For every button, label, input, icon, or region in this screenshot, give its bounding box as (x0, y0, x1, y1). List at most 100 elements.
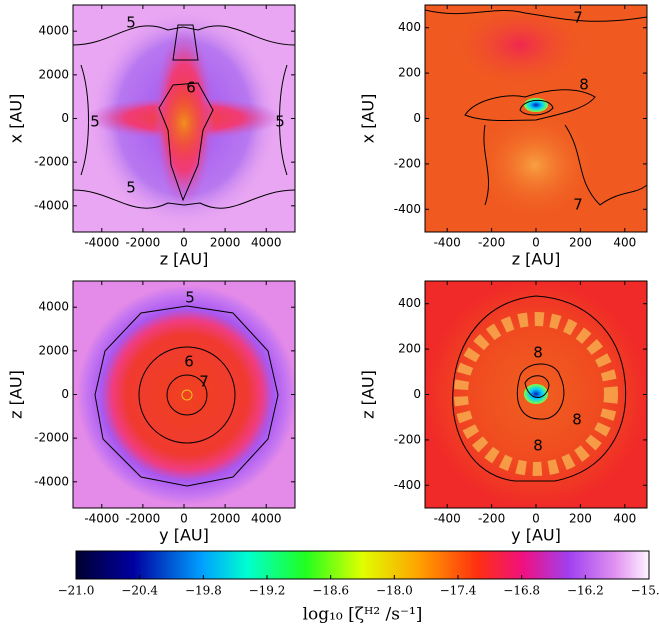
contour-label: 5 (185, 289, 195, 307)
colorbar-tick-label: −18.0 (376, 584, 413, 598)
colorbar-label: log₁₀ [ζᴴ² /s⁻¹] (303, 605, 423, 625)
contour (524, 375, 550, 398)
x-tick-label: 0 (532, 236, 540, 250)
x-axis-label: y [AU] (159, 526, 209, 545)
contour (483, 124, 647, 206)
x-tick-label: 0 (180, 236, 188, 250)
x-axis-label: z [AU] (512, 250, 561, 269)
shade (475, 110, 595, 220)
x-tick-label: -4000 (84, 236, 119, 250)
colorbar-tick-label: −19.2 (249, 584, 286, 598)
contour (73, 189, 295, 209)
contour-label: 6 (184, 353, 194, 371)
x-tick-label: 400 (613, 512, 636, 526)
x-axis-label: z [AU] (160, 250, 209, 269)
y-tick-label: 2000 (38, 343, 69, 357)
x-tick-label: 200 (569, 236, 592, 250)
colorbar-tick-label: −21.0 (58, 584, 95, 598)
y-tick-label: -400 (394, 478, 421, 492)
x-tick-label: 4000 (251, 512, 282, 526)
contour (166, 374, 208, 416)
colorbar-tick-label: −17.4 (440, 584, 477, 598)
contour-label: 5 (275, 113, 285, 131)
contour (158, 82, 214, 202)
contour (279, 64, 288, 176)
colorbar-tick-label: −20.4 (121, 584, 158, 598)
core (181, 389, 193, 401)
x-axis-label: y [AU] (511, 526, 561, 545)
y-tick-label: -4000 (34, 474, 69, 488)
y-tick-label: 400 (398, 296, 421, 310)
shade (450, 5, 590, 90)
x-tick-label: -400 (434, 236, 461, 250)
y-tick-label: -4000 (34, 198, 69, 212)
y-tick-label: 4000 (38, 24, 69, 38)
colorbar-tick-label: −16.8 (503, 584, 540, 598)
x-tick-label: 400 (613, 236, 636, 250)
x-tick-label: -200 (478, 512, 505, 526)
heatmap-image (73, 281, 295, 508)
colorbar-tick-label: −18.6 (312, 584, 349, 598)
contour-label: 8 (533, 437, 543, 455)
x-tick-label: 2000 (210, 236, 241, 250)
y-tick-label: -2000 (34, 431, 69, 445)
y-tick-label: 0 (61, 111, 69, 125)
contour (452, 295, 627, 482)
contour (516, 363, 565, 420)
y-tick-label: -200 (394, 432, 421, 446)
contour (73, 25, 295, 46)
shade (159, 83, 209, 163)
y-tick-label: 0 (413, 387, 421, 401)
y-tick-label: -400 (394, 202, 421, 216)
contour-label: 5 (126, 179, 136, 197)
y-axis-label: z [AU] (7, 370, 26, 419)
colorbar-tick-label: −16.2 (567, 584, 604, 598)
contour-label: 7 (573, 9, 583, 27)
y-axis-label: x [AU] (7, 94, 26, 144)
y-tick-label: 200 (398, 342, 421, 356)
contour-label: 8 (572, 411, 582, 429)
y-axis-label: x [AU] (359, 94, 378, 144)
x-tick-label: 0 (180, 512, 188, 526)
contour-label: 6 (186, 79, 196, 97)
y-tick-label: 0 (413, 111, 421, 125)
y-axis-label: z [AU] (359, 370, 378, 419)
x-tick-label: -200 (478, 236, 505, 250)
contour (172, 24, 199, 61)
contour (464, 89, 596, 122)
y-tick-label: 4000 (38, 300, 69, 314)
y-tick-label: 200 (398, 66, 421, 80)
y-tick-label: 2000 (38, 67, 69, 81)
panel: -4000 -2000 0 2000 4000 -4000 -2000 0 2000 4000 z … (7, 4, 296, 269)
panel: -4000 -2000 0 2000 4000 -4000 -2000 0 2000 4000 y … (7, 280, 296, 545)
x-tick-label: 2000 (210, 512, 241, 526)
panel: -400 -200 0 200 400 -400 -200 0 200 400 z [AU] x [A… (359, 4, 648, 269)
contour-label: 7 (199, 373, 209, 391)
x-tick-label: -2000 (125, 512, 160, 526)
x-tick-label: -4000 (84, 512, 119, 526)
ring (454, 312, 618, 476)
colorbar-tick-label: −15.6 (631, 584, 659, 598)
contour (425, 9, 647, 22)
colorbar (75, 550, 650, 580)
y-tick-label: 0 (61, 387, 69, 401)
contour-label: 7 (573, 196, 583, 214)
heatmap-image (425, 281, 647, 508)
contour-label: 5 (126, 14, 136, 32)
heatmap-image (73, 5, 295, 232)
contour-label: 8 (579, 76, 589, 94)
x-tick-label: 0 (532, 512, 540, 526)
x-tick-label: 200 (569, 512, 592, 526)
x-tick-label: -2000 (125, 236, 160, 250)
y-tick-label: -2000 (34, 155, 69, 169)
y-tick-label: -200 (394, 156, 421, 170)
x-tick-label: 4000 (251, 236, 282, 250)
heatmap-image (425, 5, 647, 232)
contour (94, 305, 279, 487)
x-tick-label: -400 (434, 512, 461, 526)
core (524, 384, 548, 404)
y-tick-label: 400 (398, 20, 421, 34)
contour-label: 5 (90, 113, 100, 131)
contour (138, 346, 236, 444)
